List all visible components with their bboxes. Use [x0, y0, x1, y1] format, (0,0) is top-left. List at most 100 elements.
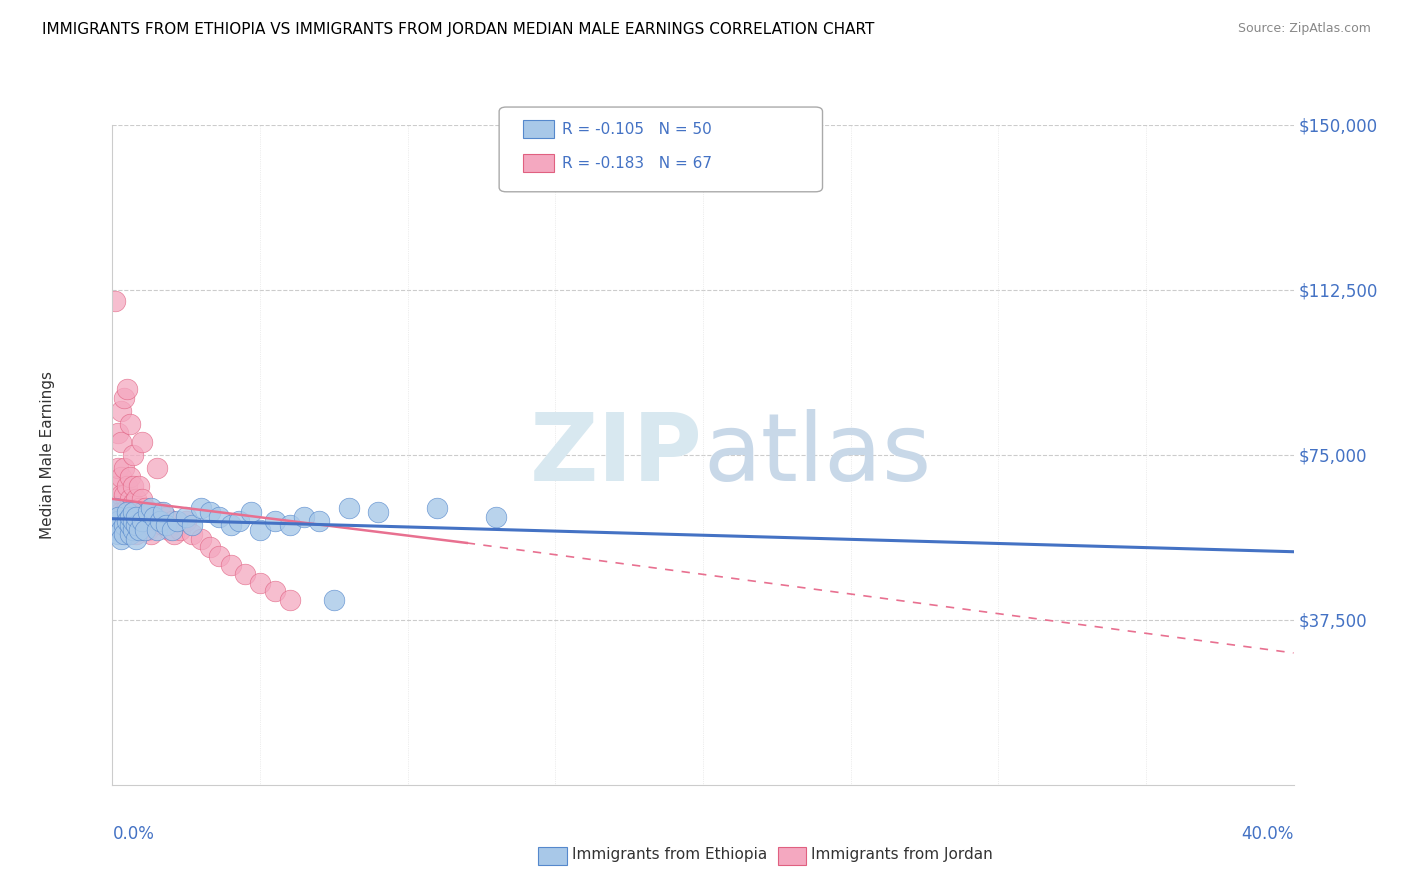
Point: [117, 479, 138, 493]
Point: [120, 527, 142, 541]
Point: [146, 523, 169, 537]
Text: Immigrants from Jordan: Immigrants from Jordan: [811, 847, 993, 862]
Point: [117, 514, 138, 528]
Point: [146, 514, 169, 528]
Text: 0.0%: 0.0%: [112, 824, 155, 843]
Point: [110, 505, 132, 519]
Point: [219, 518, 242, 533]
Point: [157, 523, 180, 537]
Point: [367, 505, 389, 519]
Point: [128, 500, 150, 515]
Point: [110, 404, 132, 418]
Point: [125, 518, 148, 533]
Point: [323, 593, 346, 607]
Text: R = -0.105   N = 50: R = -0.105 N = 50: [562, 122, 713, 136]
Point: [219, 558, 242, 572]
Point: [264, 514, 287, 528]
Point: [128, 479, 150, 493]
Point: [112, 391, 135, 405]
Point: [125, 509, 148, 524]
Point: [120, 417, 142, 431]
Point: [112, 523, 135, 537]
Point: [125, 491, 148, 506]
Point: [337, 500, 360, 515]
Point: [117, 500, 138, 515]
Point: [122, 514, 145, 528]
Point: [152, 518, 174, 533]
Point: [426, 500, 449, 515]
Point: [107, 425, 129, 440]
Text: Immigrants from Ethiopia: Immigrants from Ethiopia: [572, 847, 768, 862]
Point: [174, 514, 197, 528]
Point: [120, 505, 142, 519]
Point: [278, 518, 301, 533]
Point: [160, 523, 183, 537]
Point: [112, 461, 135, 475]
Point: [104, 523, 127, 537]
Point: [134, 500, 156, 515]
Point: [110, 487, 132, 501]
Point: [104, 479, 127, 493]
Text: ZIP: ZIP: [530, 409, 703, 501]
Text: atlas: atlas: [703, 409, 931, 501]
Point: [122, 523, 145, 537]
Point: [292, 509, 315, 524]
Point: [117, 382, 138, 396]
Point: [120, 523, 142, 537]
Point: [233, 566, 256, 581]
Point: [125, 527, 148, 541]
Point: [110, 532, 132, 546]
Point: [142, 509, 165, 524]
Point: [128, 523, 150, 537]
Point: [122, 509, 145, 524]
Point: [136, 505, 159, 519]
Point: [112, 527, 135, 541]
Point: [107, 514, 129, 528]
Text: IMMIGRANTS FROM ETHIOPIA VS IMMIGRANTS FROM JORDAN MEDIAN MALE EARNINGS CORRELAT: IMMIGRANTS FROM ETHIOPIA VS IMMIGRANTS F…: [42, 22, 875, 37]
Point: [160, 514, 183, 528]
Point: [131, 514, 153, 528]
Point: [125, 532, 148, 546]
Point: [131, 514, 153, 528]
Point: [122, 479, 145, 493]
Point: [169, 523, 191, 537]
Text: Median Male Earnings: Median Male Earnings: [39, 371, 55, 539]
Point: [136, 505, 159, 519]
Point: [112, 518, 135, 533]
Text: Source: ZipAtlas.com: Source: ZipAtlas.com: [1237, 22, 1371, 36]
Point: [110, 523, 132, 537]
Point: [249, 575, 271, 590]
Point: [174, 509, 197, 524]
Point: [190, 500, 212, 515]
Point: [278, 593, 301, 607]
Point: [117, 505, 138, 519]
Point: [264, 584, 287, 599]
Point: [240, 505, 263, 519]
Point: [308, 514, 330, 528]
Point: [181, 527, 204, 541]
Point: [152, 505, 174, 519]
Point: [149, 505, 172, 519]
Point: [149, 514, 172, 528]
Point: [117, 514, 138, 528]
Point: [155, 518, 177, 533]
Point: [139, 527, 162, 541]
Point: [166, 514, 188, 528]
Point: [112, 487, 135, 501]
Point: [190, 532, 212, 546]
Point: [208, 509, 231, 524]
Text: 40.0%: 40.0%: [1241, 824, 1294, 843]
Point: [122, 496, 145, 510]
Point: [139, 505, 162, 519]
Point: [107, 514, 129, 528]
Point: [131, 434, 153, 449]
Point: [198, 541, 221, 555]
Point: [208, 549, 231, 563]
Point: [142, 509, 165, 524]
Text: R = -0.183   N = 67: R = -0.183 N = 67: [562, 156, 713, 170]
Point: [128, 523, 150, 537]
Point: [104, 293, 127, 308]
Point: [131, 491, 153, 506]
Point: [110, 523, 132, 537]
Point: [122, 505, 145, 519]
